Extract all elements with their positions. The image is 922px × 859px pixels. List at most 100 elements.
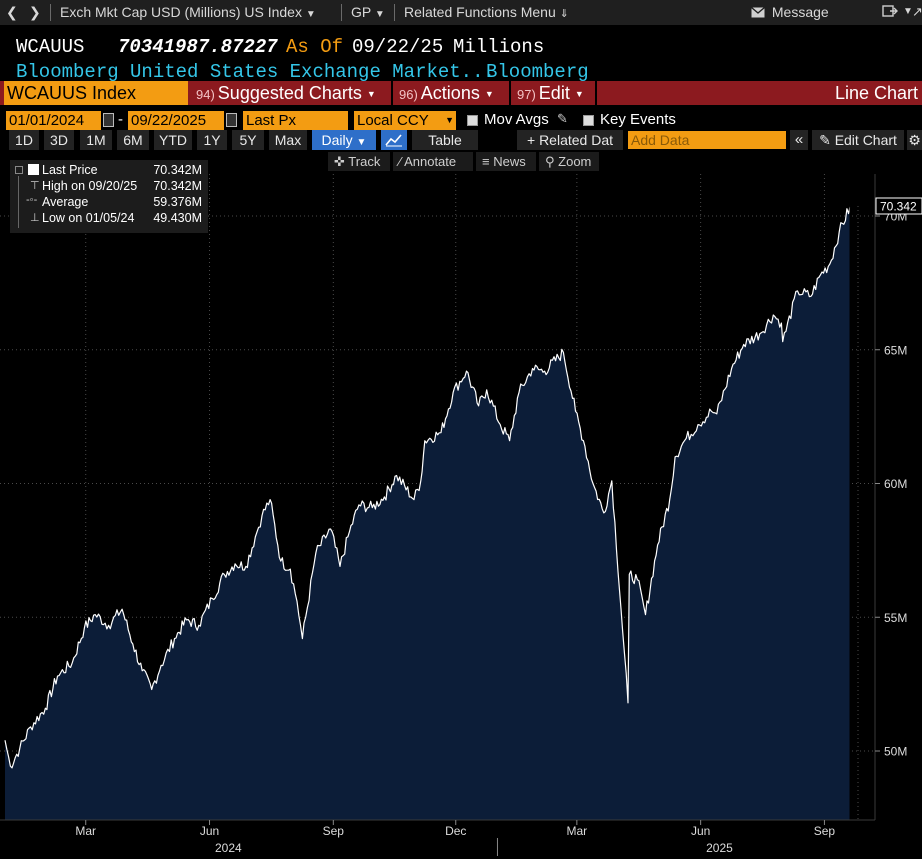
chart-type-label[interactable]: Line Chart bbox=[834, 83, 918, 103]
table-button[interactable]: Table bbox=[412, 130, 478, 150]
mov-avgs-label: Mov Avgs bbox=[484, 111, 549, 128]
annotate-tool[interactable]: ∕ Annotate bbox=[393, 152, 473, 171]
divider bbox=[341, 4, 342, 21]
last-price-marker: 70.342 bbox=[875, 197, 922, 215]
back-arrow-icon[interactable]: ❮ bbox=[6, 4, 18, 20]
range-1y-button[interactable]: 1Y bbox=[197, 130, 227, 150]
related-data-button[interactable]: + Related Dat bbox=[517, 130, 623, 150]
edit-menu[interactable]: 97) Edit ▼ bbox=[517, 81, 584, 105]
price-line bbox=[4, 206, 851, 769]
range-ytd-button[interactable]: YTD bbox=[154, 130, 192, 150]
edit-chart-button[interactable]: ✎ Edit Chart bbox=[812, 130, 904, 150]
gp-label: GP bbox=[351, 4, 371, 20]
actions-menu[interactable]: 96) Actions ▼ bbox=[399, 81, 494, 105]
edit-number: 97) bbox=[517, 87, 536, 102]
related-functions-label: Related Functions Menu bbox=[404, 4, 556, 20]
range-max-button[interactable]: Max bbox=[269, 130, 307, 150]
gp-dropdown[interactable]: GP ▼ bbox=[351, 4, 385, 20]
y-tick-label: 50M bbox=[884, 745, 907, 759]
caret-down-icon: ▼ bbox=[484, 89, 494, 99]
suggested-charts-menu[interactable]: 94) Suggested Charts ▼ bbox=[196, 81, 376, 105]
legend-row-average: -◦- Average 59.376M bbox=[10, 194, 208, 211]
actions-number: 96) bbox=[399, 87, 418, 102]
divider bbox=[394, 4, 395, 21]
x-tick-label: Dec bbox=[445, 824, 466, 838]
legend-last-label: Last Price bbox=[42, 163, 98, 177]
units-label: Millions bbox=[453, 36, 545, 58]
range-6m-button[interactable]: 6M bbox=[117, 130, 149, 150]
magnifier-icon: ⚲ bbox=[545, 154, 555, 169]
zoom-tool[interactable]: ⚲ Zoom bbox=[539, 152, 599, 171]
envelope-icon bbox=[751, 7, 765, 18]
source-name: Bloomberg bbox=[486, 61, 589, 83]
function-title-dropdown[interactable]: Exch Mkt Cap USD (Millions) US Index ▼ bbox=[60, 4, 316, 20]
security-input[interactable]: WCAUUS Index bbox=[4, 81, 188, 105]
divider bbox=[391, 81, 393, 105]
line-chart-icon[interactable] bbox=[381, 130, 407, 150]
legend-row-high: ⊤ High on 09/20/25 70.342M bbox=[10, 176, 208, 228]
pin-icon[interactable]: ↗ bbox=[912, 4, 922, 19]
caret-down-icon[interactable]: ▼ bbox=[903, 6, 913, 17]
top-bar: ❮ ❯ Exch Mkt Cap USD (Millions) US Index… bbox=[0, 0, 922, 25]
related-functions-menu[interactable]: Related Functions Menu ⇓ bbox=[404, 4, 569, 20]
collapse-double-chevron-icon[interactable]: « bbox=[790, 130, 808, 150]
forward-arrow-icon[interactable]: ❯ bbox=[29, 4, 41, 20]
news-label: News bbox=[493, 154, 526, 169]
news-icon: ≡ bbox=[482, 154, 490, 169]
chart-legend: Last Price 70.342M ⊤ High on 09/20/25 70… bbox=[10, 160, 208, 233]
collapse-box-icon[interactable] bbox=[15, 166, 23, 174]
legend-average-label: Average bbox=[42, 195, 89, 209]
frequency-select[interactable]: Daily ▼ bbox=[312, 130, 376, 150]
tree-line bbox=[18, 176, 19, 228]
range-5y-button[interactable]: 5Y bbox=[232, 130, 264, 150]
divider bbox=[50, 4, 51, 21]
x-tick-label: Mar bbox=[75, 824, 96, 838]
legend-row-last[interactable]: Last Price 70.342M bbox=[10, 163, 208, 179]
divider bbox=[595, 81, 597, 105]
year-label: 2024 bbox=[215, 841, 242, 855]
edit-label: Edit bbox=[538, 83, 570, 103]
gear-icon[interactable]: ⚙ bbox=[907, 130, 922, 150]
y-tick-label: 55M bbox=[884, 611, 907, 625]
security-name: Bloomberg United States Exchange Market.… bbox=[16, 61, 495, 83]
price-field-select[interactable]: Last Px bbox=[243, 111, 348, 130]
annotate-label: Annotate bbox=[404, 154, 457, 169]
double-chevron-down-icon: ⇓ bbox=[559, 8, 569, 20]
high-marker-icon: ⊤ bbox=[30, 180, 40, 192]
year-label: 2025 bbox=[706, 841, 733, 855]
news-tool[interactable]: ≡ News bbox=[476, 152, 536, 171]
x-tick-label: Jun bbox=[691, 824, 710, 838]
average-marker-icon: -◦- bbox=[26, 194, 38, 206]
mov-avgs-checkbox[interactable] bbox=[467, 115, 478, 126]
legend-high-value: 70.342M bbox=[153, 179, 202, 193]
track-tool[interactable]: ✜ Track bbox=[328, 152, 390, 171]
key-events-checkbox[interactable] bbox=[583, 115, 594, 126]
function-title: Exch Mkt Cap USD (Millions) US Index bbox=[60, 4, 302, 20]
legend-high-label: High on 09/20/25 bbox=[42, 179, 138, 193]
calendar-icon[interactable] bbox=[103, 113, 114, 127]
currency-select[interactable]: Local CCY ▼ bbox=[354, 111, 456, 130]
low-marker-icon: ⊥ bbox=[30, 212, 40, 224]
export-icon[interactable] bbox=[882, 4, 898, 21]
calendar-icon[interactable] bbox=[226, 113, 237, 127]
pencil-icon[interactable]: ✎ bbox=[557, 111, 568, 126]
add-data-input[interactable]: Add Data bbox=[628, 131, 786, 149]
legend-low-value: 49.430M bbox=[153, 211, 202, 225]
pencil-icon: ✎ bbox=[819, 132, 831, 148]
caret-down-icon: ▼ bbox=[445, 115, 454, 125]
range-1d-button[interactable]: 1D bbox=[9, 130, 39, 150]
legend-average-value: 59.376M bbox=[153, 195, 202, 209]
annotate-icon: ∕ bbox=[399, 154, 402, 169]
legend-last-value: 70.342M bbox=[153, 163, 202, 177]
related-data-label: Related Dat bbox=[539, 132, 613, 148]
crosshair-icon: ✜ bbox=[334, 154, 345, 169]
message-button[interactable]: Message bbox=[751, 4, 829, 20]
as-of-label: As Of bbox=[286, 36, 344, 58]
security-input-text: WCAUUS Index bbox=[7, 83, 137, 103]
range-3d-button[interactable]: 3D bbox=[44, 130, 74, 150]
start-date-input[interactable]: 01/01/2024 bbox=[6, 111, 101, 130]
range-1m-button[interactable]: 1M bbox=[80, 130, 112, 150]
end-date-input[interactable]: 09/22/2025 bbox=[128, 111, 224, 130]
